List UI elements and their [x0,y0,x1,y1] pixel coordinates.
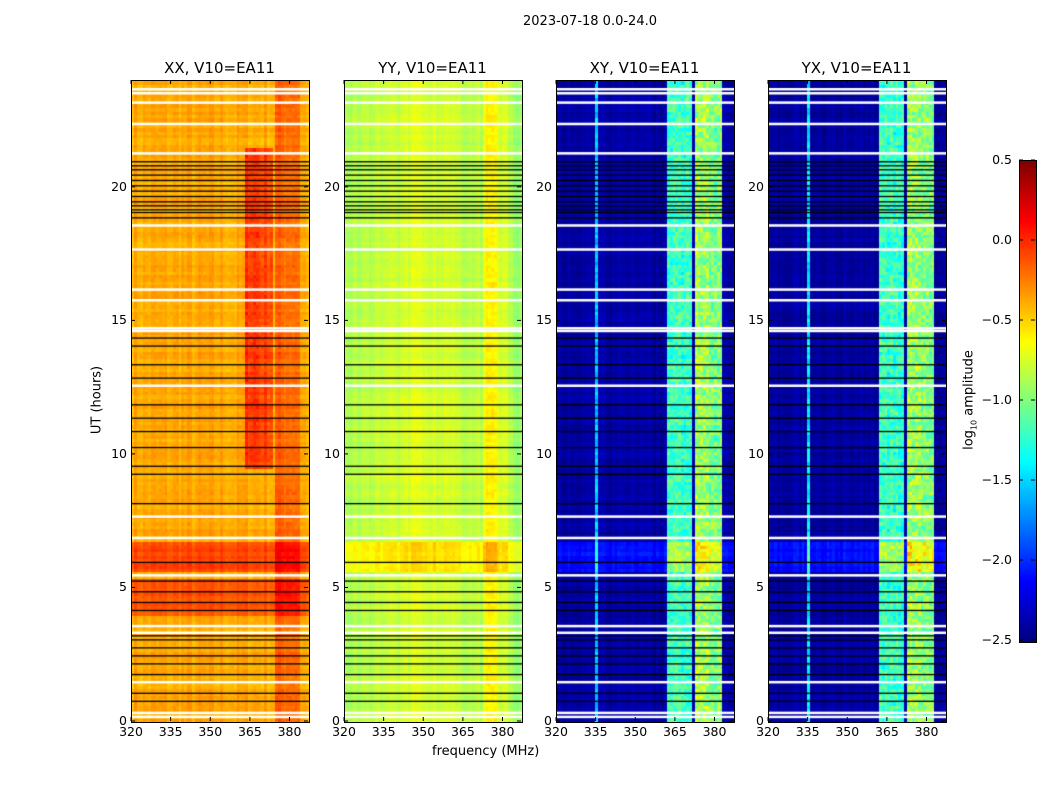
x-tick-label: 335 [158,724,183,739]
y-tick-label: 15 [111,312,127,328]
colorbar-tick-label: −2.0 [981,552,1012,567]
y-tick-label: 0 [332,713,340,728]
x-tick-label: 320 [756,724,780,739]
y-tick-label: 15 [536,312,552,328]
y-tick-label: 20 [324,178,340,194]
x-tick-label: 335 [795,724,820,739]
x-tick-label: 335 [583,724,608,739]
y-tick-label: 10 [324,445,340,461]
heatmap-yy [344,80,523,723]
x-tick-label: 380 [914,724,939,739]
x-tick-label: 350 [623,724,648,739]
y-tick-label: 10 [111,445,127,461]
y-tick-label: 5 [756,579,764,595]
x-tick-label: 365 [450,724,475,739]
y-tick-label: 5 [119,579,127,595]
x-tick-label: 335 [371,724,396,739]
colorbar-tick-label: 0.0 [992,232,1012,247]
x-tick-label: 365 [662,724,687,739]
x-tick-label: 350 [198,724,223,739]
x-tick-label: 380 [490,724,515,739]
panel-title-yx: YX, V10=EA11 [801,59,912,77]
x-tick-label: 380 [702,724,727,739]
colorbar [1019,160,1037,643]
y-tick-label: 0 [756,713,764,728]
x-tick-label: 350 [411,724,436,739]
x-tick-label: 320 [332,724,356,739]
colorbar-tick-label: −2.5 [981,632,1012,647]
panel-title-xy: XY, V10=EA11 [589,59,700,77]
x-tick-label: 320 [544,724,568,739]
y-tick-label: 20 [111,178,127,194]
y-tick-label: 20 [536,178,552,194]
colorbar-tick-label: 0.5 [992,152,1012,167]
colorbar-tick-label: −1.5 [981,472,1012,487]
heatmap-xx [131,80,310,723]
y-tick-label: 20 [748,178,764,194]
x-tick-label: 380 [277,724,302,739]
y-tick-label: 10 [748,445,764,461]
y-tick-label: 10 [536,445,552,461]
y-tick-label: 15 [324,312,340,328]
x-axis-label: frequency (MHz) [432,744,540,759]
y-tick-label: 5 [332,579,340,595]
y-tick-label: 5 [544,579,552,595]
colorbar-tick-label: −0.5 [981,312,1012,327]
figure-title: 2023-07-18 0.0-24.0 [523,14,657,29]
colorbar-tick-label: −1.0 [981,392,1012,407]
x-tick-label: 320 [119,724,143,739]
x-tick-label: 350 [835,724,860,739]
x-tick-label: 365 [237,724,262,739]
heatmap-xy [556,80,735,723]
y-tick-label: 0 [119,713,127,728]
panel-title-yy: YY, V10=EA11 [378,59,487,77]
heatmap-yx [768,80,947,723]
y-tick-label: 15 [748,312,764,328]
panel-title-xx: XX, V10=EA11 [164,59,275,77]
y-tick-label: 0 [544,713,552,728]
x-tick-label: 365 [874,724,899,739]
